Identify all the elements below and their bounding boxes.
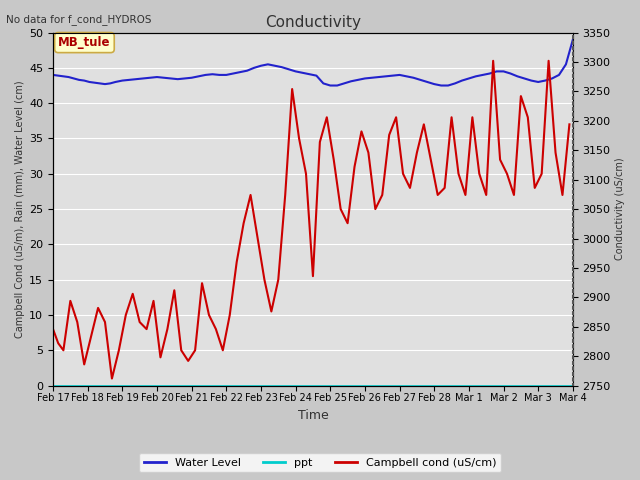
Y-axis label: Campbell Cond (uS/m), Rain (mm), Water Level (cm): Campbell Cond (uS/m), Rain (mm), Water L…: [15, 80, 25, 338]
X-axis label: Time: Time: [298, 409, 328, 422]
Text: No data for f_cond_HYDROS: No data for f_cond_HYDROS: [6, 14, 152, 25]
Title: Conductivity: Conductivity: [265, 15, 361, 30]
Legend: Water Level, ppt, Campbell cond (uS/cm): Water Level, ppt, Campbell cond (uS/cm): [140, 453, 500, 472]
Y-axis label: Conductivity (uS/cm): Conductivity (uS/cm): [615, 158, 625, 260]
Text: MB_tule: MB_tule: [58, 36, 111, 49]
